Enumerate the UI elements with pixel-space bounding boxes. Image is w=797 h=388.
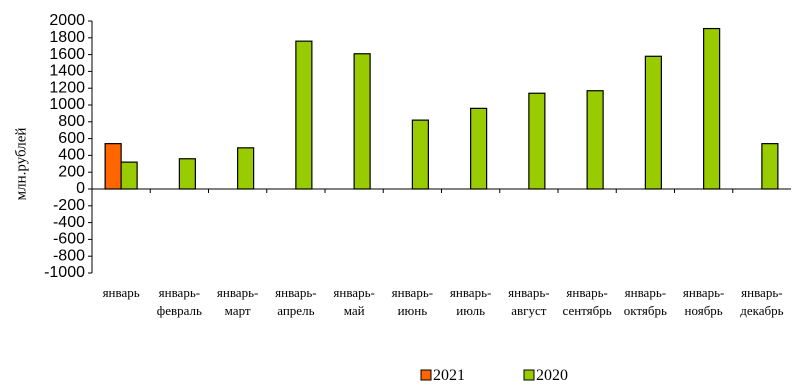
bar-2020 (586, 90, 604, 190)
x-tick-label: январь-сентябрь (563, 285, 612, 318)
x-tick-label: январь-март (217, 285, 258, 318)
bar-2020 (353, 53, 371, 190)
bar-2020 (295, 40, 313, 190)
x-tick-label: январь-ноябрь (683, 285, 724, 318)
y-tick-label: 600 (58, 130, 85, 147)
x-tick-label: январь (103, 285, 140, 300)
y-tick-label: -800 (53, 247, 85, 264)
bar-2020 (644, 55, 662, 190)
y-tick-label: 1400 (49, 63, 85, 80)
bar-2020 (178, 158, 196, 190)
legend-label-2021: 2021 (433, 367, 465, 384)
y-tick-label: 400 (58, 147, 85, 164)
x-tick-label: январь-февраль (157, 285, 202, 318)
bar-2020 (237, 147, 255, 190)
legend-swatch-2020 (523, 369, 535, 381)
y-tick-label: 2000 (49, 12, 85, 29)
y-tick-label: 1200 (49, 79, 85, 96)
y-tick-label: 800 (58, 113, 85, 130)
y-tick-label: -200 (53, 197, 85, 214)
y-axis-title: млн.рублей (13, 128, 29, 201)
y-tick-label: 0 (76, 180, 85, 197)
y-tick-label: 1800 (49, 29, 85, 46)
x-tick-label: январь-апрель (275, 285, 316, 318)
bar-2020 (761, 143, 779, 190)
x-tick-label: январь-май (333, 285, 374, 318)
x-tick-label: январь-октябрь (624, 285, 667, 318)
y-tick-label: 1600 (49, 46, 85, 63)
y-tick-label: 200 (58, 163, 85, 180)
x-tick-label: январь-декабрь (740, 285, 783, 318)
bar-2020 (528, 92, 546, 190)
x-tick-label: январь-август (508, 285, 549, 318)
bar-2020 (411, 119, 429, 190)
bar-2020 (703, 27, 721, 190)
y-tick-label: -400 (53, 214, 85, 231)
x-tick-label: январь-июль (450, 285, 491, 318)
legend-label-2020: 2020 (536, 367, 568, 384)
x-tick-label: январь-июнь (392, 285, 433, 318)
y-tick-label: -1000 (44, 264, 85, 281)
y-tick-label: 1000 (49, 96, 85, 113)
bar-2021 (104, 143, 122, 190)
bar-2020 (470, 107, 488, 190)
legend-swatch-2021 (420, 369, 432, 381)
y-tick-label: -600 (53, 231, 85, 248)
bar-2020 (120, 161, 138, 190)
